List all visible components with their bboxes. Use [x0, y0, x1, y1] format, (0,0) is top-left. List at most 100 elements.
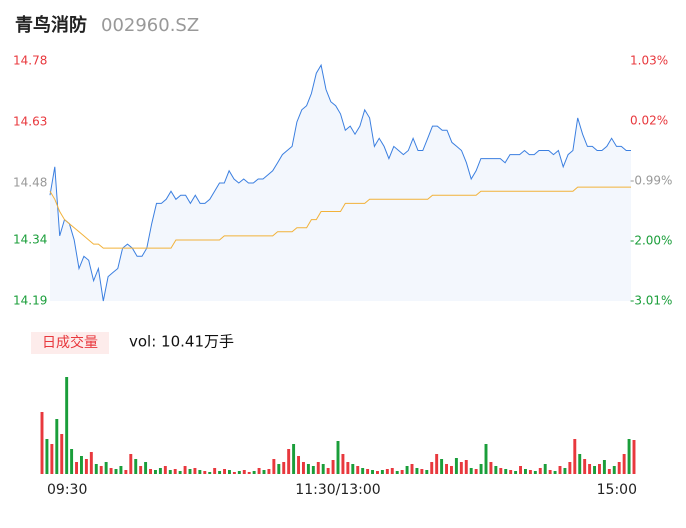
y2-tick-label: 1.03%: [630, 54, 668, 68]
volume-bar: [114, 469, 118, 474]
volume-bar: [454, 458, 458, 474]
volume-bar: [578, 454, 582, 474]
volume-bar: [40, 412, 44, 474]
volume-bar: [528, 470, 532, 474]
volume-bar: [50, 444, 54, 474]
volume-bar: [484, 444, 488, 474]
volume-bar: [316, 462, 320, 474]
volume-bar: [168, 470, 172, 474]
volume-bar: [45, 439, 49, 474]
volume-bar: [94, 464, 98, 474]
volume-bar: [267, 469, 271, 474]
volume-bar: [287, 449, 291, 474]
volume-bar: [380, 470, 384, 474]
volume-bar: [597, 464, 601, 474]
volume-bar: [257, 468, 261, 474]
volume-bar: [198, 470, 202, 474]
volume-bar: [425, 470, 429, 474]
volume-bar: [593, 466, 597, 474]
volume-bar: [163, 466, 167, 474]
volume-bar: [223, 469, 227, 474]
stock-code: 002960.SZ: [101, 15, 199, 36]
volume-bar: [449, 466, 453, 474]
volume-bar: [336, 441, 340, 474]
volume-bar: [188, 469, 192, 474]
volume-bar: [395, 471, 399, 474]
volume-bar: [227, 470, 231, 474]
y-tick-label: 14.48: [13, 176, 47, 190]
volume-bar: [533, 471, 537, 474]
volume-bar: [568, 462, 572, 474]
volume-bar: [341, 454, 345, 474]
volume-bar: [548, 470, 552, 474]
volume-bar: [237, 471, 241, 474]
volume-bar: [213, 468, 217, 474]
volume-bar: [489, 462, 493, 474]
volume-bar: [139, 466, 143, 474]
y2-tick-label: 0.02%: [630, 114, 668, 128]
volume-bar: [607, 469, 611, 474]
volume-bar: [292, 444, 296, 474]
volume-bar: [60, 434, 64, 474]
volume-bar: [440, 459, 444, 474]
volume-bar: [232, 472, 236, 474]
volume-bar: [311, 466, 315, 474]
y-tick-label: 14.34: [13, 232, 47, 246]
volume-bar: [602, 460, 606, 474]
volume-bar: [474, 469, 478, 474]
volume-bar: [361, 468, 365, 474]
volume-bar: [469, 468, 473, 474]
y2-tick-label: -2.00%: [630, 234, 672, 248]
volume-bar: [504, 469, 508, 474]
volume-bar: [479, 464, 483, 474]
volume-bar: [173, 469, 177, 474]
volume-bar: [371, 470, 375, 474]
y-tick-label: 14.63: [13, 115, 47, 129]
volume-bar: [632, 440, 636, 474]
volume-bar: [70, 449, 74, 474]
volume-bar: [282, 462, 286, 474]
volume-bar: [144, 462, 148, 474]
volume-bar: [543, 464, 547, 474]
volume-bar: [331, 460, 335, 474]
volume-bar: [445, 464, 449, 474]
volume-bar: [558, 466, 562, 474]
volume-bar: [464, 460, 468, 474]
x-tick-label: 11:30/13:00: [295, 482, 380, 498]
volume-bar: [178, 471, 182, 474]
volume-bar: [297, 456, 301, 474]
volume-bar: [366, 469, 370, 474]
volume-bar: [89, 452, 93, 474]
y2-tick-label: -3.01%: [630, 294, 672, 308]
volume-bar: [79, 456, 83, 474]
volume-bar: [326, 468, 330, 474]
volume-bar: [459, 462, 463, 474]
volume-bar: [415, 468, 419, 474]
volume-bar: [573, 439, 577, 474]
x-tick-label: 15:00: [597, 482, 637, 498]
volume-bar: [277, 464, 281, 474]
volume-bar: [494, 466, 498, 474]
volume-bar: [356, 466, 360, 474]
volume-bar: [134, 459, 138, 474]
volume-bar: [410, 464, 414, 474]
volume-bar: [583, 459, 587, 474]
volume-bar: [252, 471, 256, 474]
volume-bar: [435, 454, 439, 474]
volume-bar: [109, 468, 113, 474]
volume-bar: [321, 464, 325, 474]
volume-bar: [622, 454, 626, 474]
series-line: [49, 186, 631, 249]
volume-bar: [375, 471, 379, 474]
volume-bar: [514, 471, 518, 474]
volume-bar: [430, 462, 434, 474]
volume-bar: [119, 466, 123, 474]
volume-bar: [385, 469, 389, 474]
volume-bar: [306, 464, 310, 474]
volume-bar: [104, 462, 108, 474]
volume-label: 日成交量: [42, 334, 98, 351]
volume-bar: [627, 439, 631, 474]
volume-bar: [153, 470, 157, 474]
volume-bar: [183, 466, 187, 474]
